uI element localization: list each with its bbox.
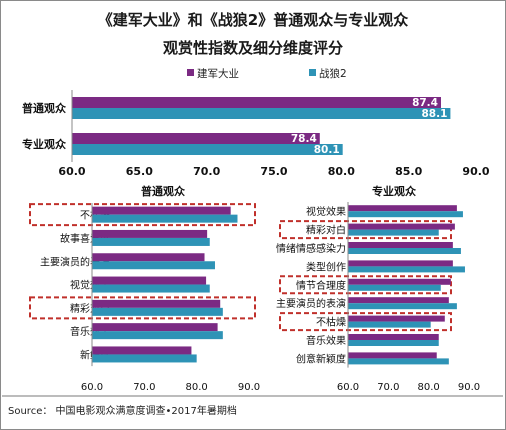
left-chart-highlight-box: [29, 203, 256, 227]
right-chart-bar-series2: [348, 358, 449, 365]
right-chart-tick-label: 70.0: [377, 382, 399, 393]
chart-title-line1: 《建军大业》和《战狼2》普通观众与专业观众: [98, 11, 408, 29]
right-chart-bar-series1: [348, 242, 453, 248]
right-chart-bar-series2: [348, 211, 463, 218]
right-chart-bar-series2: [348, 248, 461, 254]
right-chart-category-label: 音乐效果: [306, 334, 346, 347]
right-panel-title: 专业观众: [372, 184, 417, 198]
right-chart-category-label: 主要演员的表演: [276, 297, 346, 310]
left-chart-bar-series1: [92, 276, 207, 285]
right-chart-category-label: 情节合理度: [296, 279, 346, 292]
top-chart-data-label-series1: 78.4: [291, 133, 317, 145]
right-chart-highlight-box: [279, 275, 452, 295]
left-chart-bar-series2: [92, 261, 215, 270]
legend-swatch-series2: [309, 69, 316, 76]
top-chart-tick-label: 85.0: [395, 165, 422, 178]
top-chart-tick-label: 60.0: [58, 165, 85, 178]
right-chart-category-label: 视觉效果: [306, 205, 346, 218]
top-chart-category-label: 专业观众: [22, 137, 67, 151]
chart-marks: 普通观众 87.488.1 专业观众 78.480.1 60.0 65.0 70.0 75.0…: [22, 90, 490, 393]
right-chart-bar-series1: [348, 352, 437, 359]
left-chart-bar-series2: [92, 237, 210, 246]
chart-title-line2: 观赏性指数及细分维度评分: [163, 39, 343, 57]
source-note: Source： 中国电影观众满意度调查•2017年暑期档: [8, 404, 237, 417]
legend-label-series2: 战狼2: [319, 67, 347, 80]
right-chart-bar-series2: [348, 266, 465, 273]
left-chart-bar-series1: [92, 346, 192, 355]
right-chart-bar-series1: [348, 260, 453, 267]
left-chart-highlight-box: [29, 296, 256, 320]
right-chart-category-label: 不枯燥: [316, 316, 346, 329]
left-panel-title: 普通观众: [141, 184, 186, 198]
top-chart-data-label-series1: 87.4: [412, 97, 438, 109]
left-chart-bar-series2: [92, 331, 223, 340]
left-chart-bar-series2: [92, 354, 197, 363]
top-chart-tick-label: 75.0: [260, 165, 287, 178]
left-chart-bar-series2: [92, 307, 223, 316]
top-chart-tick-label: 90.0: [462, 165, 489, 178]
left-chart-tick-label: 80.0: [186, 382, 208, 393]
right-chart-category-label: 精彩对白: [306, 224, 346, 237]
right-chart-category-label: 创意新颖度: [296, 352, 346, 365]
right-chart-bar-series1: [348, 278, 451, 285]
right-chart-bar-series1: [348, 205, 457, 212]
right-chart-tick-label: 60.0: [337, 382, 359, 393]
right-chart-tick-label: 90.0: [458, 382, 480, 393]
left-chart-bar-series1: [92, 229, 208, 238]
right-chart-tick-label: 80.0: [418, 382, 440, 393]
left-chart-bar-series2: [92, 284, 210, 293]
top-chart-data-label-series2: 80.1: [314, 144, 340, 156]
legend-swatch-series1: [187, 69, 194, 76]
left-chart-bar-series1: [92, 206, 231, 215]
top-chart-bar-series1: [72, 133, 320, 144]
right-chart-bar-series1: [348, 297, 449, 304]
left-chart-tick-label: 70.0: [133, 382, 155, 393]
top-chart-category-label: 普通观众: [22, 101, 67, 115]
left-chart-bar-series2: [92, 214, 238, 223]
left-chart-tick-label: 90.0: [238, 382, 260, 393]
right-chart-bar-series2: [348, 321, 431, 328]
right-chart-bar-series1: [348, 223, 455, 230]
right-chart-bar-series2: [348, 303, 457, 310]
right-chart-bar-series1: [348, 334, 439, 340]
left-chart-bar-series1: [92, 253, 205, 262]
right-chart-bar-series1: [348, 315, 445, 322]
right-chart-bar-series2: [348, 229, 439, 236]
top-chart-tick-label: 70.0: [193, 165, 220, 178]
top-chart-data-label-series2: 88.1: [421, 108, 447, 120]
right-chart-bar-series2: [348, 340, 439, 346]
top-chart-bar-series2: [72, 144, 343, 155]
right-chart-highlight-box: [279, 312, 452, 332]
top-chart-bar-series2: [72, 108, 451, 119]
legend-label-series1: 建军大业: [197, 67, 239, 80]
right-chart-category-label: 类型创作: [306, 260, 346, 273]
top-chart-bar-series1: [72, 97, 441, 108]
right-chart-category-label: 情绪情感感染力: [276, 242, 346, 255]
left-chart-bar-series1: [92, 299, 221, 308]
top-chart-tick-label: 80.0: [328, 165, 355, 178]
left-chart-bar-series1: [92, 323, 218, 332]
left-chart-tick-label: 60.0: [81, 382, 103, 393]
top-chart-tick-label: 65.0: [126, 165, 153, 178]
right-chart-bar-series2: [348, 284, 441, 291]
